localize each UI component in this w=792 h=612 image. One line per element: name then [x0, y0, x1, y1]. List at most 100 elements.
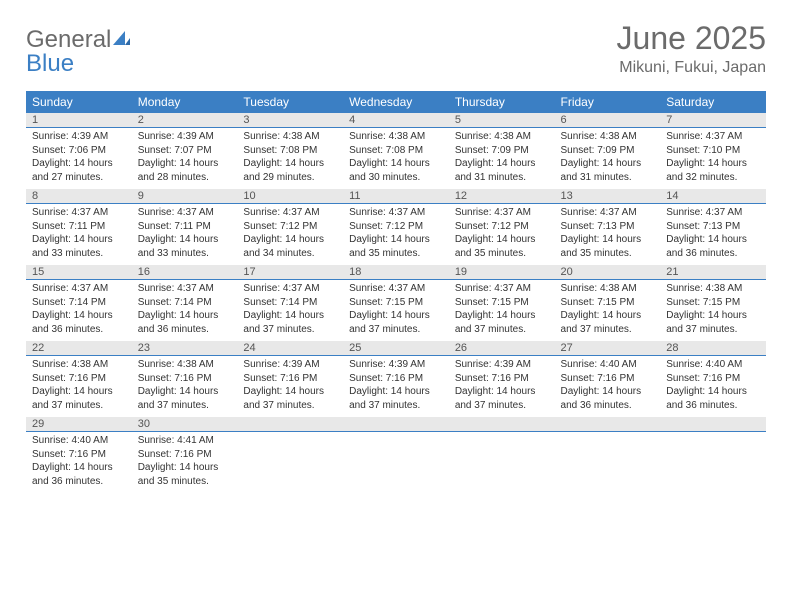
- day-number-bar: 12: [449, 189, 555, 204]
- day-number: 24: [237, 341, 261, 355]
- day-number: 2: [132, 113, 150, 127]
- day-number-bar: 22: [26, 341, 132, 356]
- calendar-day-cell: 29Sunrise: 4:40 AMSunset: 7:16 PMDayligh…: [26, 417, 132, 493]
- day-details: Sunrise: 4:37 AMSunset: 7:15 PMDaylight:…: [343, 280, 449, 341]
- day-number-bar: [555, 417, 661, 432]
- day-details: Sunrise: 4:37 AMSunset: 7:11 PMDaylight:…: [26, 204, 132, 265]
- calendar-day-cell: 28Sunrise: 4:40 AMSunset: 7:16 PMDayligh…: [660, 341, 766, 417]
- day-details: [237, 432, 343, 490]
- calendar-day-cell: 25Sunrise: 4:39 AMSunset: 7:16 PMDayligh…: [343, 341, 449, 417]
- day-number-bar: 18: [343, 265, 449, 280]
- calendar-day-cell: 12Sunrise: 4:37 AMSunset: 7:12 PMDayligh…: [449, 189, 555, 265]
- day-number-bar: 17: [237, 265, 343, 280]
- page-title: June 2025: [617, 20, 766, 57]
- day-details: Sunrise: 4:38 AMSunset: 7:15 PMDaylight:…: [660, 280, 766, 341]
- day-details: Sunrise: 4:39 AMSunset: 7:16 PMDaylight:…: [343, 356, 449, 417]
- calendar-day-cell: 9Sunrise: 4:37 AMSunset: 7:11 PMDaylight…: [132, 189, 238, 265]
- calendar-day-cell: 23Sunrise: 4:38 AMSunset: 7:16 PMDayligh…: [132, 341, 238, 417]
- day-number: 9: [132, 189, 150, 203]
- day-number: 25: [343, 341, 367, 355]
- day-number: 19: [449, 265, 473, 279]
- day-details: Sunrise: 4:37 AMSunset: 7:14 PMDaylight:…: [237, 280, 343, 341]
- day-number: 28: [660, 341, 684, 355]
- day-number: 17: [237, 265, 261, 279]
- day-details: [343, 432, 449, 490]
- day-details: Sunrise: 4:39 AMSunset: 7:07 PMDaylight:…: [132, 128, 238, 189]
- calendar-day-cell: 18Sunrise: 4:37 AMSunset: 7:15 PMDayligh…: [343, 265, 449, 341]
- day-number-bar: 3: [237, 113, 343, 128]
- day-number: 18: [343, 265, 367, 279]
- day-number-bar: 6: [555, 113, 661, 128]
- day-number-bar: 23: [132, 341, 238, 356]
- calendar-day-cell: 21Sunrise: 4:38 AMSunset: 7:15 PMDayligh…: [660, 265, 766, 341]
- calendar-day-cell: 1Sunrise: 4:39 AMSunset: 7:06 PMDaylight…: [26, 113, 132, 189]
- day-number-bar: 1: [26, 113, 132, 128]
- day-details: Sunrise: 4:37 AMSunset: 7:15 PMDaylight:…: [449, 280, 555, 341]
- day-number: 26: [449, 341, 473, 355]
- calendar-day-cell: 10Sunrise: 4:37 AMSunset: 7:12 PMDayligh…: [237, 189, 343, 265]
- calendar-day-cell: 30Sunrise: 4:41 AMSunset: 7:16 PMDayligh…: [132, 417, 238, 493]
- day-details: Sunrise: 4:40 AMSunset: 7:16 PMDaylight:…: [26, 432, 132, 493]
- day-number-bar: 5: [449, 113, 555, 128]
- calendar-day-cell: [343, 417, 449, 493]
- day-number-bar: [449, 417, 555, 432]
- day-details: Sunrise: 4:37 AMSunset: 7:14 PMDaylight:…: [132, 280, 238, 341]
- day-number-bar: 15: [26, 265, 132, 280]
- day-number-bar: 7: [660, 113, 766, 128]
- location-label: Mikuni, Fukui, Japan: [617, 59, 766, 77]
- calendar-day-cell: 11Sunrise: 4:37 AMSunset: 7:12 PMDayligh…: [343, 189, 449, 265]
- day-details: [660, 432, 766, 490]
- day-details: Sunrise: 4:37 AMSunset: 7:10 PMDaylight:…: [660, 128, 766, 189]
- day-number-bar: 2: [132, 113, 238, 128]
- calendar-day-cell: 15Sunrise: 4:37 AMSunset: 7:14 PMDayligh…: [26, 265, 132, 341]
- day-details: Sunrise: 4:38 AMSunset: 7:09 PMDaylight:…: [555, 128, 661, 189]
- calendar-day-cell: 17Sunrise: 4:37 AMSunset: 7:14 PMDayligh…: [237, 265, 343, 341]
- day-details: Sunrise: 4:37 AMSunset: 7:14 PMDaylight:…: [26, 280, 132, 341]
- day-number-bar: 4: [343, 113, 449, 128]
- calendar-day-cell: [660, 417, 766, 493]
- day-details: Sunrise: 4:39 AMSunset: 7:16 PMDaylight:…: [449, 356, 555, 417]
- calendar-day-cell: 27Sunrise: 4:40 AMSunset: 7:16 PMDayligh…: [555, 341, 661, 417]
- weekday-header: Wednesday: [343, 91, 449, 113]
- calendar-table: Sunday Monday Tuesday Wednesday Thursday…: [26, 91, 766, 493]
- day-details: Sunrise: 4:38 AMSunset: 7:16 PMDaylight:…: [26, 356, 132, 417]
- day-number-bar: 10: [237, 189, 343, 204]
- weekday-header: Monday: [132, 91, 238, 113]
- day-number: 14: [660, 189, 684, 203]
- calendar-day-cell: 14Sunrise: 4:37 AMSunset: 7:13 PMDayligh…: [660, 189, 766, 265]
- calendar-week-row: 8Sunrise: 4:37 AMSunset: 7:11 PMDaylight…: [26, 189, 766, 265]
- calendar-week-row: 22Sunrise: 4:38 AMSunset: 7:16 PMDayligh…: [26, 341, 766, 417]
- calendar-day-cell: 22Sunrise: 4:38 AMSunset: 7:16 PMDayligh…: [26, 341, 132, 417]
- logo-text-b: Blue: [26, 50, 74, 78]
- logo-sail-icon: [111, 26, 131, 54]
- day-details: Sunrise: 4:37 AMSunset: 7:12 PMDaylight:…: [343, 204, 449, 265]
- calendar-day-cell: 3Sunrise: 4:38 AMSunset: 7:08 PMDaylight…: [237, 113, 343, 189]
- day-number: 5: [449, 113, 467, 127]
- day-number-bar: 30: [132, 417, 238, 432]
- weekday-header: Saturday: [660, 91, 766, 113]
- day-number-bar: 29: [26, 417, 132, 432]
- weekday-header: Tuesday: [237, 91, 343, 113]
- weekday-header: Thursday: [449, 91, 555, 113]
- day-number: 7: [660, 113, 678, 127]
- day-details: [449, 432, 555, 490]
- day-details: Sunrise: 4:37 AMSunset: 7:13 PMDaylight:…: [660, 204, 766, 265]
- day-number: 3: [237, 113, 255, 127]
- calendar-day-cell: 19Sunrise: 4:37 AMSunset: 7:15 PMDayligh…: [449, 265, 555, 341]
- calendar-day-cell: 24Sunrise: 4:39 AMSunset: 7:16 PMDayligh…: [237, 341, 343, 417]
- calendar-week-row: 29Sunrise: 4:40 AMSunset: 7:16 PMDayligh…: [26, 417, 766, 493]
- day-details: Sunrise: 4:37 AMSunset: 7:12 PMDaylight:…: [237, 204, 343, 265]
- day-number: 21: [660, 265, 684, 279]
- calendar-week-row: 1Sunrise: 4:39 AMSunset: 7:06 PMDaylight…: [26, 113, 766, 189]
- calendar-day-cell: 8Sunrise: 4:37 AMSunset: 7:11 PMDaylight…: [26, 189, 132, 265]
- day-details: Sunrise: 4:38 AMSunset: 7:15 PMDaylight:…: [555, 280, 661, 341]
- calendar-day-cell: [555, 417, 661, 493]
- weekday-header: Friday: [555, 91, 661, 113]
- day-number-bar: [660, 417, 766, 432]
- day-number: 27: [555, 341, 579, 355]
- calendar-day-cell: 7Sunrise: 4:37 AMSunset: 7:10 PMDaylight…: [660, 113, 766, 189]
- header: General Blue June 2025 Mikuni, Fukui, Ja…: [26, 20, 766, 77]
- day-number: 4: [343, 113, 361, 127]
- weekday-header-row: Sunday Monday Tuesday Wednesday Thursday…: [26, 91, 766, 113]
- day-number: 8: [26, 189, 44, 203]
